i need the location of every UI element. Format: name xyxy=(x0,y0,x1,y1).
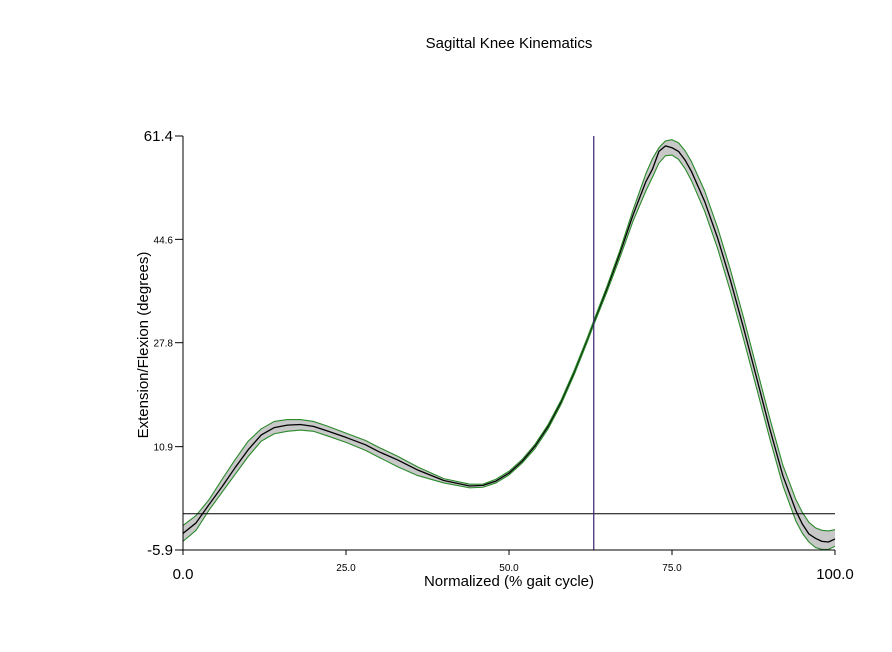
y-tick-label: 44.6 xyxy=(154,235,174,246)
y-tick-label: -5.9 xyxy=(147,542,173,559)
x-ticks: 0.0 25.0 50.0 75.0 100.0 xyxy=(173,550,854,583)
series-line-mean xyxy=(182,145,836,543)
x-tick-label: 0.0 xyxy=(173,566,194,583)
x-tick-label: 75.0 xyxy=(662,563,682,574)
y-axis-label: Extension/Flexion (degrees) xyxy=(135,252,152,439)
x-axis-label: Normalized (% gait cycle) xyxy=(424,573,594,590)
x-tick-label: 100.0 xyxy=(816,566,854,583)
y-tick-label: 61.4 xyxy=(144,128,173,145)
chart-title: Sagittal Knee Kinematics xyxy=(426,35,593,52)
x-tick-label: 25.0 xyxy=(336,563,356,574)
y-tick-label: 10.9 xyxy=(154,443,174,454)
variability-band xyxy=(183,139,835,550)
series-line-lower xyxy=(182,154,836,550)
series-line-upper xyxy=(182,139,836,532)
y-ticks: -5.9 10.9 27.8 44.6 61.4 xyxy=(144,128,183,559)
x-tick-label: 50.0 xyxy=(499,563,519,574)
y-tick-label: 27.8 xyxy=(154,339,174,350)
series-lines xyxy=(182,139,836,550)
